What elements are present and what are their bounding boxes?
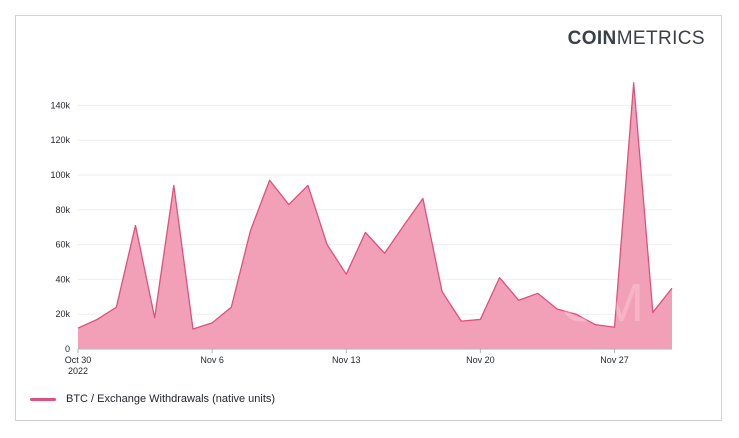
y-tick-label: 0 xyxy=(65,344,70,354)
data-point[interactable] xyxy=(671,287,673,289)
data-point[interactable] xyxy=(96,318,98,320)
logo-light-text: METRICS xyxy=(616,28,705,49)
data-point[interactable] xyxy=(153,316,155,318)
data-point[interactable] xyxy=(403,224,405,226)
data-point[interactable] xyxy=(422,197,424,199)
watermark-layer: CM xyxy=(560,273,644,333)
watermark: CM xyxy=(560,273,644,333)
data-point[interactable] xyxy=(479,318,481,320)
data-point[interactable] xyxy=(77,327,79,329)
data-point[interactable] xyxy=(441,290,443,292)
data-point[interactable] xyxy=(326,243,328,245)
data-point[interactable] xyxy=(115,306,117,308)
data-point[interactable] xyxy=(537,292,539,294)
data-point[interactable] xyxy=(192,328,194,330)
data-point[interactable] xyxy=(345,273,347,275)
data-point[interactable] xyxy=(307,184,309,186)
x-tick-label: Nov 20 xyxy=(466,355,495,365)
axis-layer xyxy=(77,348,672,353)
x-tick-label: Oct 30 xyxy=(65,355,92,365)
x-tick-label: Nov 6 xyxy=(200,355,224,365)
y-tick-label: 60k xyxy=(55,240,70,250)
y-tick-label: 20k xyxy=(55,309,70,319)
chart-legend[interactable]: BTC / Exchange Withdrawals (native units… xyxy=(30,393,275,405)
series-area xyxy=(78,82,672,349)
x-tick-label: Nov 13 xyxy=(332,355,361,365)
y-tick-label: 140k xyxy=(50,100,70,110)
data-point[interactable] xyxy=(249,229,251,231)
data-point[interactable] xyxy=(364,231,366,233)
data-point[interactable] xyxy=(211,322,213,324)
y-tick-label: 40k xyxy=(55,274,70,284)
area-layer xyxy=(77,82,673,349)
coinmetrics-logo: COINMETRICS xyxy=(568,28,705,50)
data-point[interactable] xyxy=(268,179,270,181)
logo-bold-text: COIN xyxy=(567,28,617,49)
series-line xyxy=(77,82,673,330)
data-point[interactable] xyxy=(518,299,520,301)
data-point[interactable] xyxy=(632,82,634,84)
data-point[interactable] xyxy=(134,224,136,226)
data-point[interactable] xyxy=(498,276,500,278)
data-point[interactable] xyxy=(652,311,654,313)
data-point[interactable] xyxy=(460,320,462,322)
legend-label: BTC / Exchange Withdrawals (native units… xyxy=(66,393,276,405)
chart-frame: COINMETRICS CM 0 20k 40k 60k 80k 100k 120k 140k… xyxy=(15,15,722,421)
y-tick-label: 100k xyxy=(50,170,70,180)
y-tick-label: 80k xyxy=(55,205,70,215)
y-tick-label: 120k xyxy=(50,135,70,145)
data-point[interactable] xyxy=(288,203,290,205)
x-tick-label: Nov 27 xyxy=(600,355,629,365)
data-point[interactable] xyxy=(173,184,175,186)
data-point[interactable] xyxy=(383,252,385,254)
data-point[interactable] xyxy=(230,306,232,308)
legend-swatch xyxy=(30,397,56,401)
x-tick-sublabel: 2022 xyxy=(68,366,88,376)
data-point[interactable] xyxy=(556,308,558,310)
